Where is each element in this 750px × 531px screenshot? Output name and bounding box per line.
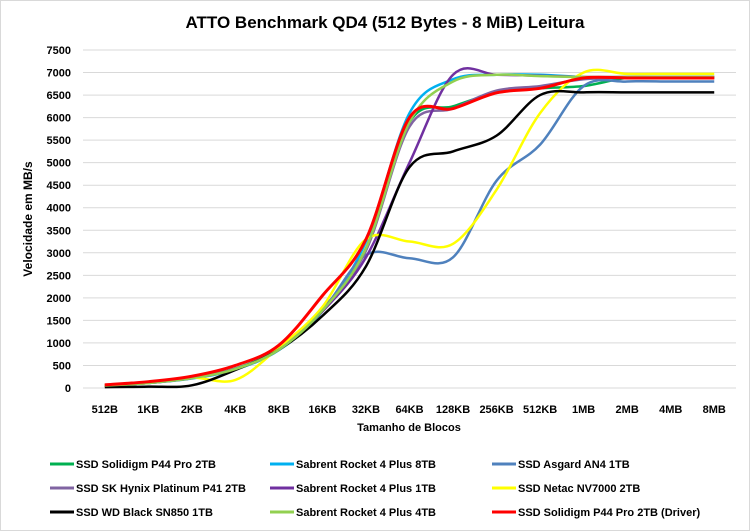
legend-label: Sabrent Rocket 4 Plus 8TB [296, 459, 436, 471]
y-tick-label: 1500 [47, 315, 71, 327]
series-line-7 [104, 89, 715, 389]
y-tick-label: 5000 [47, 158, 71, 170]
y-tick-label: 4000 [47, 203, 71, 215]
y-tick-label: 7000 [47, 68, 71, 80]
y-tick-label: 2000 [47, 293, 71, 305]
legend-label: SSD Solidigm P44 Pro 2TB (Driver) [518, 507, 700, 519]
y-axis-label: Velocidade em MB/s [21, 161, 35, 277]
legend-item: SSD Asgard AN4 1TB [492, 459, 630, 471]
legend-item: SSD SK Hynix Platinum P41 2TB [50, 483, 246, 495]
x-axis-label: Tamanho de Blocos [357, 422, 461, 434]
y-tick-label: 2500 [47, 270, 71, 282]
x-tick-label: 2KB [181, 404, 203, 416]
y-tick-label: 6000 [47, 113, 71, 125]
x-tick-label: 2MB [616, 404, 639, 416]
y-tick-label: 6500 [47, 90, 71, 102]
x-tick-label: 256KB [479, 404, 513, 416]
legend-label: Sabrent Rocket 4 Plus 1TB [296, 483, 436, 495]
x-tick-label: 512B [92, 404, 118, 416]
y-tick-label: 5500 [47, 135, 71, 147]
legend-label: Sabrent Rocket 4 Plus 4TB [296, 507, 436, 519]
legend-label: SSD WD Black SN850 1TB [76, 507, 213, 519]
x-tick-label: 64KB [395, 404, 423, 416]
x-tick-label: 1MB [572, 404, 595, 416]
x-tick-label: 8MB [703, 404, 726, 416]
x-tick-label: 4MB [659, 404, 682, 416]
x-tick-label: 512KB [523, 404, 557, 416]
legend-label: SSD Solidigm P44 Pro 2TB [76, 459, 216, 471]
legend-item: Sabrent Rocket 4 Plus 1TB [270, 483, 436, 495]
x-tick-label: 128KB [436, 404, 470, 416]
y-tick-label: 0 [65, 383, 71, 395]
legend-label: SSD Netac NV7000 2TB [518, 483, 640, 495]
legend-item: SSD WD Black SN850 1TB [50, 507, 213, 519]
legend-item: Sabrent Rocket 4 Plus 4TB [270, 507, 436, 519]
x-tick-label: 16KB [308, 404, 336, 416]
x-tick-label: 32KB [352, 404, 380, 416]
legend-item: SSD Netac NV7000 2TB [492, 483, 640, 495]
y-tick-label: 4500 [47, 180, 71, 192]
x-tick-label: 1KB [137, 404, 159, 416]
legend-item: SSD Solidigm P44 Pro 2TB (Driver) [492, 507, 700, 519]
y-tick-label: 3000 [47, 248, 71, 260]
legend-item: SSD Solidigm P44 Pro 2TB [50, 459, 216, 471]
y-tick-label: 3500 [47, 225, 71, 237]
legend-label: SSD SK Hynix Platinum P41 2TB [76, 483, 246, 495]
y-tick-label: 1000 [47, 338, 71, 350]
x-tick-label: 8KB [268, 404, 290, 416]
legend-label: SSD Asgard AN4 1TB [518, 459, 630, 471]
chart-title: ATTO Benchmark QD4 (512 Bytes - 8 MiB) L… [186, 13, 586, 32]
y-tick-label: 7500 [47, 45, 71, 57]
series-line-9 [104, 75, 715, 387]
legend-item: Sabrent Rocket 4 Plus 8TB [270, 459, 436, 471]
y-tick-label: 500 [53, 360, 71, 372]
x-tick-label: 4KB [224, 404, 246, 416]
